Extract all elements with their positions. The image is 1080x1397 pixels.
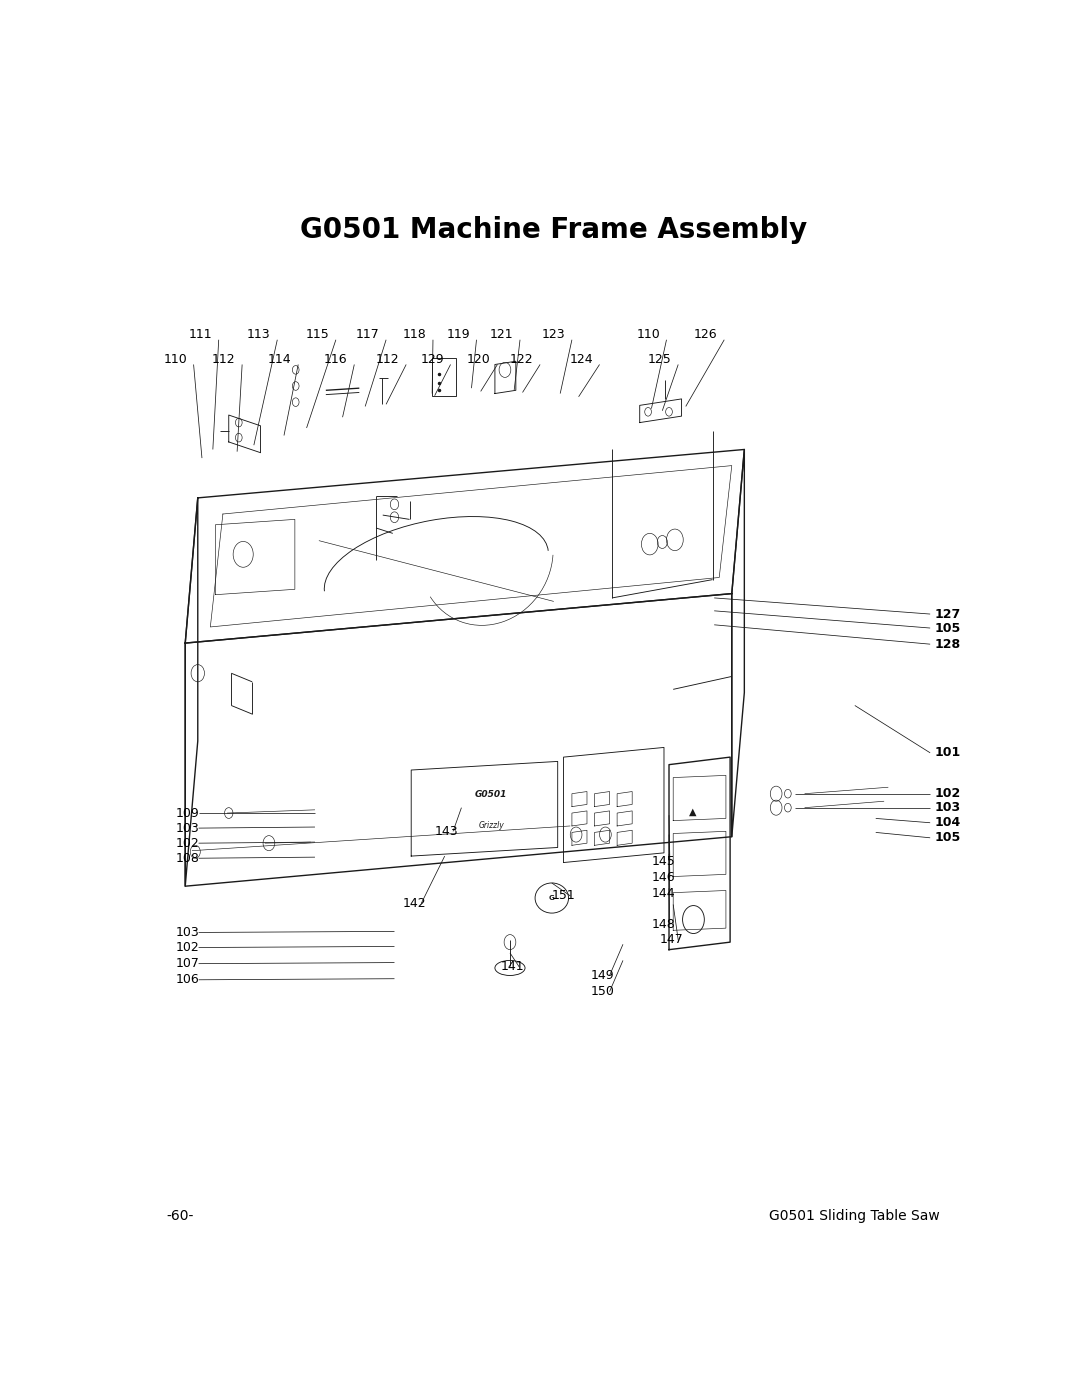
Text: 111: 111 — [189, 328, 212, 341]
Text: 149: 149 — [591, 970, 615, 982]
Text: 105: 105 — [934, 831, 960, 844]
Text: 101: 101 — [934, 746, 960, 760]
Text: 145: 145 — [651, 855, 675, 868]
Text: 105: 105 — [934, 622, 960, 634]
Text: G: G — [549, 895, 555, 901]
Text: 148: 148 — [651, 918, 675, 932]
Text: 103: 103 — [175, 926, 199, 939]
Text: 121: 121 — [490, 328, 513, 341]
Text: 146: 146 — [651, 872, 675, 884]
Text: 115: 115 — [306, 328, 329, 341]
Text: 118: 118 — [403, 328, 427, 341]
Text: 119: 119 — [446, 328, 470, 341]
Text: 103: 103 — [175, 821, 199, 834]
Text: 102: 102 — [175, 837, 199, 849]
Text: G0501 Machine Frame Assembly: G0501 Machine Frame Assembly — [300, 217, 807, 244]
Text: Grizzly: Grizzly — [478, 821, 504, 830]
Text: 143: 143 — [434, 824, 458, 838]
Bar — [432, 358, 456, 395]
Text: 112: 112 — [212, 352, 235, 366]
Text: G0501 Sliding Table Saw: G0501 Sliding Table Saw — [769, 1210, 941, 1224]
Text: 125: 125 — [648, 352, 672, 366]
Text: G0501: G0501 — [475, 789, 508, 799]
Text: 124: 124 — [569, 352, 593, 366]
Text: 102: 102 — [175, 942, 199, 954]
Text: 103: 103 — [934, 800, 960, 814]
Text: 142: 142 — [403, 897, 427, 909]
Text: ▲: ▲ — [688, 807, 696, 817]
Text: 102: 102 — [934, 787, 960, 800]
Text: 109: 109 — [175, 806, 199, 820]
Text: 120: 120 — [468, 352, 491, 366]
Text: 122: 122 — [510, 352, 534, 366]
Text: 116: 116 — [324, 352, 348, 366]
Text: 106: 106 — [175, 974, 199, 986]
Text: 110: 110 — [636, 328, 660, 341]
Text: -60-: -60- — [166, 1210, 194, 1224]
Text: 127: 127 — [934, 608, 960, 620]
Text: 126: 126 — [694, 328, 717, 341]
Text: 123: 123 — [542, 328, 565, 341]
Text: 147: 147 — [660, 933, 684, 947]
Text: 114: 114 — [268, 352, 292, 366]
Text: 129: 129 — [420, 352, 444, 366]
Text: 107: 107 — [175, 957, 199, 970]
Text: 144: 144 — [651, 887, 675, 900]
Text: 104: 104 — [934, 816, 960, 830]
Text: 128: 128 — [934, 637, 960, 651]
Text: 113: 113 — [247, 328, 271, 341]
Text: 150: 150 — [591, 985, 615, 997]
Text: 108: 108 — [175, 852, 199, 865]
Text: 112: 112 — [376, 352, 400, 366]
Text: 110: 110 — [163, 352, 187, 366]
Text: 151: 151 — [552, 890, 576, 902]
Text: 117: 117 — [355, 328, 379, 341]
Text: 141: 141 — [501, 960, 525, 974]
